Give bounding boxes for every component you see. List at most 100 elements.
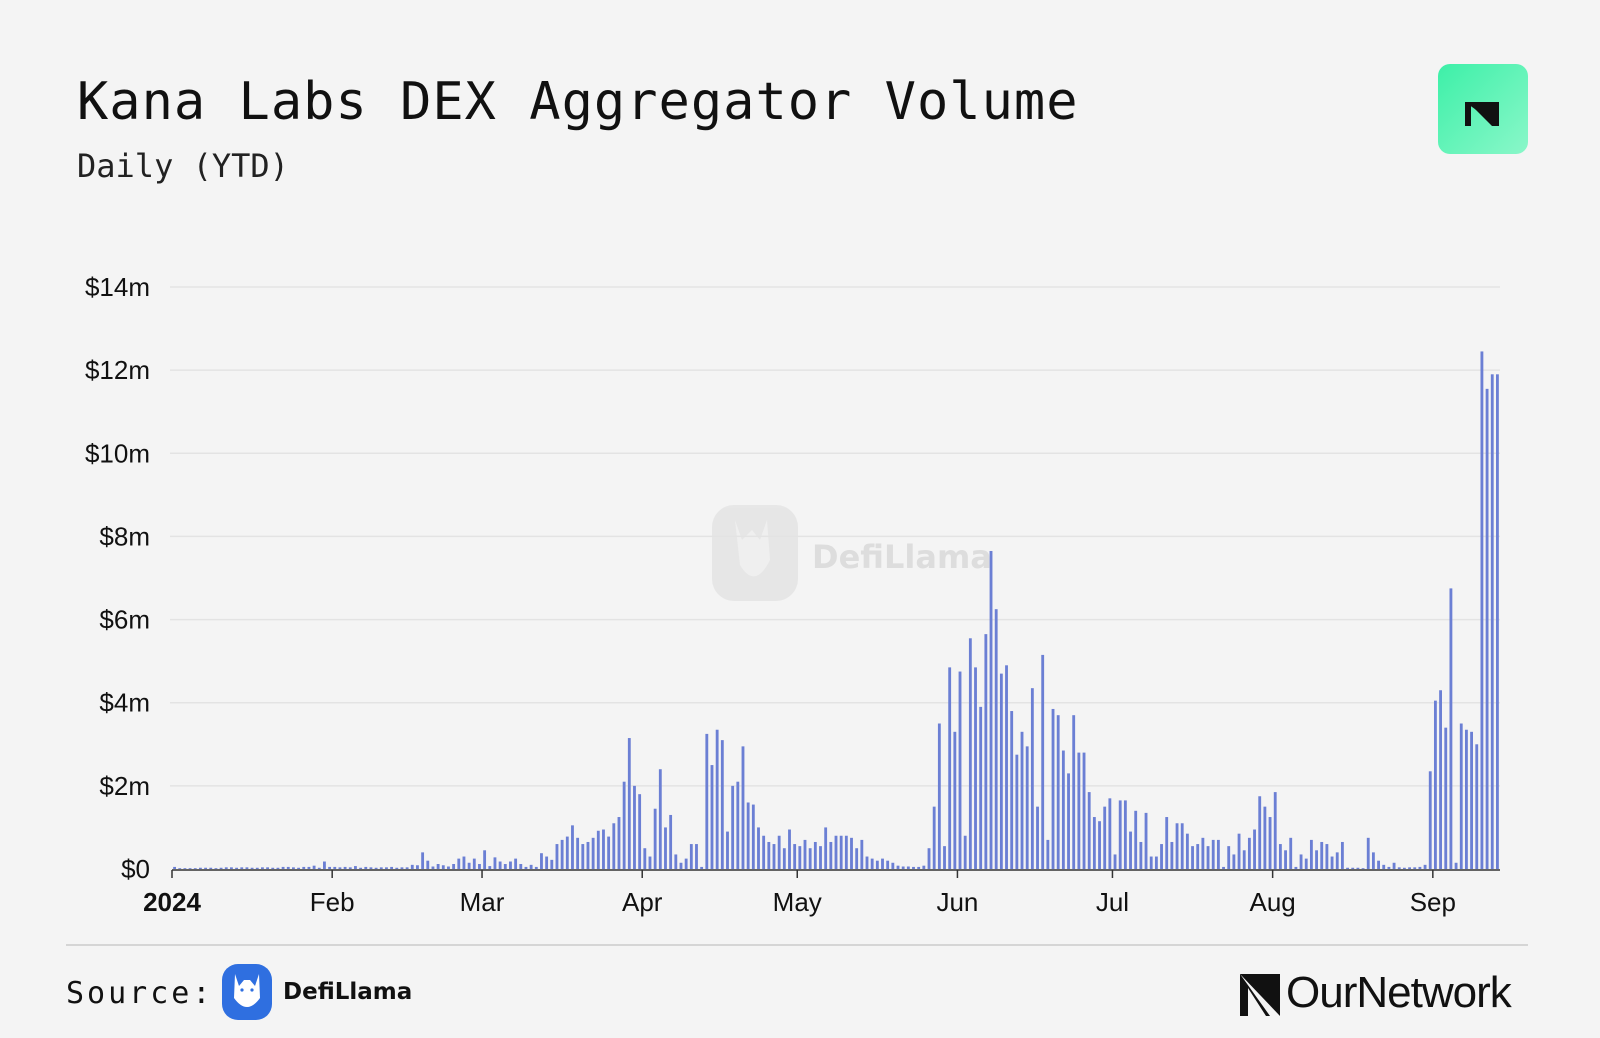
bar	[710, 765, 714, 869]
bar	[1149, 856, 1153, 869]
bar	[1304, 858, 1308, 869]
bar	[1170, 841, 1174, 869]
bar	[963, 835, 967, 869]
bar	[581, 844, 585, 869]
bar	[565, 836, 569, 869]
bar	[1470, 731, 1474, 869]
bar	[1056, 715, 1060, 869]
bar	[1118, 800, 1122, 869]
ournetwork-logo-icon	[1465, 102, 1499, 126]
bar	[586, 841, 590, 869]
bar	[901, 866, 905, 869]
bar	[441, 865, 445, 869]
bar	[1092, 817, 1096, 869]
defillama-logo-icon	[222, 964, 272, 1020]
bar	[715, 729, 719, 869]
bar	[1258, 796, 1262, 869]
bar	[266, 867, 270, 869]
bar	[555, 844, 559, 869]
bar	[534, 866, 538, 869]
bar	[1330, 856, 1334, 869]
bar	[819, 846, 822, 869]
bar	[922, 865, 926, 869]
bar	[1010, 711, 1014, 869]
x-tick-label: May	[773, 887, 822, 917]
bar	[338, 867, 342, 869]
bar	[1485, 388, 1489, 869]
bar	[1087, 792, 1091, 869]
bar	[1377, 860, 1380, 869]
y-tick-label: $0	[121, 854, 150, 884]
chart-subtitle: Daily (YTD)	[77, 147, 289, 185]
bar	[1077, 752, 1081, 869]
bar	[1490, 374, 1494, 869]
bar	[746, 802, 750, 869]
bar	[1242, 850, 1246, 869]
bar	[948, 667, 952, 869]
chart-title: Kana Labs DEX Aggregator Volume	[77, 72, 1079, 132]
bar	[307, 866, 311, 869]
bar	[617, 817, 621, 869]
bar	[1030, 688, 1034, 869]
footer-divider	[66, 944, 1528, 946]
bar	[235, 867, 239, 869]
bar	[1459, 723, 1463, 869]
bar	[447, 866, 450, 869]
bar	[1253, 829, 1256, 869]
bar	[209, 867, 213, 869]
bar	[576, 837, 580, 869]
bar	[467, 862, 471, 869]
bar	[731, 785, 735, 869]
bar	[178, 868, 182, 869]
bar	[1180, 823, 1184, 869]
x-tick-label: Apr	[622, 887, 663, 917]
bar	[333, 866, 337, 869]
bar	[886, 860, 890, 869]
bar	[198, 867, 202, 869]
bar	[772, 844, 776, 869]
bar	[395, 867, 399, 869]
bar	[369, 867, 373, 869]
bar	[1495, 374, 1499, 869]
bar	[834, 835, 838, 869]
bar	[1346, 867, 1349, 869]
bar	[1418, 866, 1422, 869]
bar	[602, 829, 605, 869]
grid-lines	[170, 286, 1500, 787]
bar	[679, 862, 683, 869]
bar	[782, 848, 786, 869]
bar	[1020, 731, 1024, 869]
bar	[932, 806, 936, 869]
bar	[1113, 854, 1117, 869]
bar	[250, 867, 254, 869]
bar	[416, 865, 419, 869]
bar	[261, 867, 264, 869]
bar	[1449, 588, 1453, 869]
bar	[658, 769, 662, 869]
bar	[1129, 831, 1132, 869]
bar	[757, 827, 760, 869]
bar	[323, 861, 326, 869]
bar	[741, 746, 745, 869]
bar	[529, 864, 533, 869]
bar	[1480, 351, 1484, 870]
bar	[503, 864, 507, 869]
bar	[545, 856, 549, 869]
bar	[364, 866, 368, 869]
bar	[643, 848, 647, 869]
bar	[865, 856, 869, 869]
bar	[999, 673, 1003, 869]
watermark-text: DefiLlama	[812, 538, 992, 576]
bar	[653, 808, 657, 869]
bar	[281, 866, 285, 869]
bar	[1439, 690, 1442, 869]
bar	[276, 867, 280, 869]
bar	[509, 861, 512, 869]
y-tick-label: $4m	[99, 688, 150, 718]
bar	[1201, 837, 1205, 869]
bar	[1196, 844, 1200, 869]
bar	[173, 866, 177, 869]
bar	[1144, 812, 1148, 869]
bar	[519, 864, 523, 869]
bar	[1232, 854, 1236, 869]
